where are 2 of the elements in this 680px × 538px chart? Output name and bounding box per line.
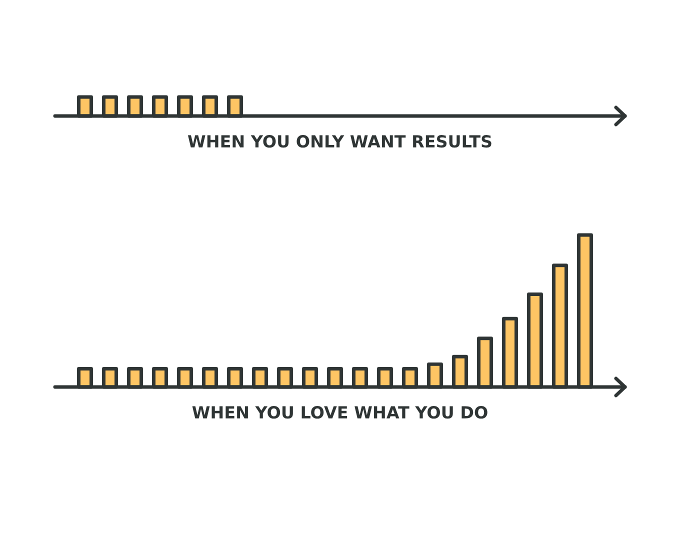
x-axis-title: WHEN YOU ONLY WANT RESULTS [188,135,492,148]
x-axis-title: WHEN YOU LOVE WHAT YOU DO [192,406,488,419]
